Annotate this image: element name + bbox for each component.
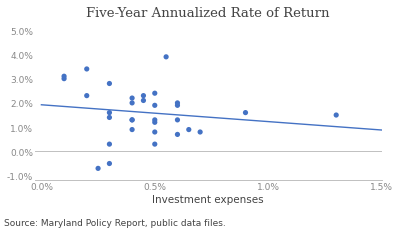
Point xyxy=(106,162,113,166)
Point xyxy=(95,167,101,170)
Point xyxy=(129,119,135,122)
Point xyxy=(152,92,158,96)
Point xyxy=(242,111,249,115)
Point xyxy=(129,102,135,105)
Point xyxy=(129,119,135,122)
Point xyxy=(61,75,67,79)
Point xyxy=(197,131,203,134)
Point xyxy=(152,143,158,146)
Point xyxy=(140,99,147,103)
Point xyxy=(163,56,169,59)
Point xyxy=(106,116,113,120)
Point xyxy=(106,111,113,115)
Point xyxy=(140,94,147,98)
Point xyxy=(174,119,181,122)
Point xyxy=(174,104,181,108)
Point xyxy=(186,128,192,132)
Point xyxy=(174,133,181,137)
Point xyxy=(333,114,339,117)
Point xyxy=(152,121,158,125)
Point xyxy=(61,77,67,81)
Point xyxy=(129,97,135,101)
Title: Five-Year Annualized Rate of Return: Five-Year Annualized Rate of Return xyxy=(86,7,330,20)
Point xyxy=(106,143,113,146)
Point xyxy=(84,68,90,71)
Point xyxy=(106,82,113,86)
Point xyxy=(84,94,90,98)
Point xyxy=(152,104,158,108)
X-axis label: Investment expenses: Investment expenses xyxy=(152,194,264,204)
Point xyxy=(152,131,158,134)
Point xyxy=(129,128,135,132)
Text: Source: Maryland Policy Report, public data files.: Source: Maryland Policy Report, public d… xyxy=(4,218,226,227)
Point xyxy=(152,119,158,122)
Point xyxy=(174,102,181,105)
